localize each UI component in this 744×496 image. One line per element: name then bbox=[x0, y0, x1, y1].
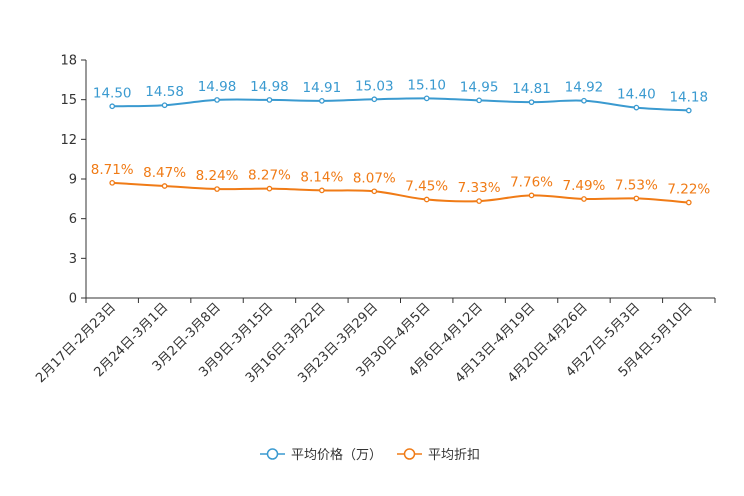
data-point-price bbox=[214, 97, 220, 103]
series-discount: 8.71% 8.47% 8.24% 8.27% 8.14% 8.07% 7.45% 7.33%… bbox=[91, 162, 710, 206]
data-point-price bbox=[371, 96, 378, 103]
data-point-price bbox=[581, 97, 587, 104]
legend-label: 平均价格（万） bbox=[291, 447, 382, 463]
data-point-price bbox=[633, 104, 640, 111]
data-point-discount bbox=[214, 186, 220, 192]
data-label-price: 14.58 bbox=[145, 84, 184, 100]
data-point-discount bbox=[633, 195, 640, 202]
data-label-price: 14.95 bbox=[460, 79, 499, 95]
legend-marker-icon bbox=[403, 448, 416, 460]
data-point-discount bbox=[528, 192, 535, 199]
data-label-discount: 8.24% bbox=[196, 168, 239, 184]
data-label-price: 14.81 bbox=[512, 81, 551, 97]
data-point-discount bbox=[319, 187, 325, 194]
data-point-discount bbox=[423, 196, 430, 203]
data-point-price bbox=[161, 102, 168, 109]
data-label-price: 14.91 bbox=[303, 80, 342, 96]
legend: 平均价格（万） 平均折扣 bbox=[260, 447, 480, 463]
data-label-price: 14.50 bbox=[93, 85, 132, 101]
data-label-discount: 7.22% bbox=[667, 182, 710, 198]
series-line-price bbox=[112, 97, 689, 112]
data-point-discount bbox=[371, 188, 378, 195]
legend-item-discount: 平均折扣 bbox=[397, 448, 480, 463]
series-price: 14.50 14.58 14.98 14.98 14.91 15.03 15.10 14.95… bbox=[93, 77, 708, 114]
data-label-discount: 8.27% bbox=[248, 168, 291, 184]
data-point-discount bbox=[581, 196, 587, 202]
data-label-price: 14.98 bbox=[198, 79, 237, 95]
data-point-price bbox=[476, 97, 482, 104]
data-label-discount: 7.49% bbox=[563, 178, 606, 194]
data-point-discount bbox=[109, 179, 116, 186]
data-point-discount bbox=[266, 185, 273, 192]
data-label-price: 14.18 bbox=[669, 90, 708, 106]
data-label-discount: 8.71% bbox=[91, 162, 134, 178]
series-layer: 14.50 14.58 14.98 14.98 14.91 15.03 15.10 14.95… bbox=[91, 77, 710, 206]
data-point-price bbox=[423, 95, 430, 102]
data-point-price bbox=[266, 97, 273, 103]
data-label-discount: 8.47% bbox=[143, 165, 186, 181]
data-label-discount: 8.07% bbox=[353, 170, 396, 186]
data-point-discount bbox=[476, 198, 482, 204]
data-label-price: 14.92 bbox=[565, 80, 604, 96]
legend-label: 平均折扣 bbox=[428, 448, 480, 463]
legend-marker-icon bbox=[266, 448, 279, 460]
y-tick-label: 18 bbox=[60, 54, 77, 69]
data-point-discount bbox=[161, 183, 168, 189]
y-tick-label: 0 bbox=[69, 292, 77, 307]
data-label-discount: 7.45% bbox=[405, 178, 448, 194]
data-label-discount: 7.33% bbox=[458, 180, 501, 196]
y-tick-label: 6 bbox=[69, 212, 77, 227]
data-point-discount bbox=[685, 199, 692, 206]
y-tick-label: 3 bbox=[69, 252, 77, 267]
data-label-discount: 7.76% bbox=[510, 174, 553, 190]
data-label-price: 14.98 bbox=[250, 79, 289, 95]
data-point-price bbox=[528, 99, 535, 106]
data-label-price: 14.40 bbox=[617, 87, 656, 103]
data-point-price bbox=[109, 103, 116, 110]
data-point-price bbox=[319, 98, 325, 104]
y-tick-label: 15 bbox=[60, 93, 77, 108]
series-line-discount bbox=[112, 181, 689, 204]
data-label-discount: 8.14% bbox=[300, 169, 343, 185]
y-tick-label: 9 bbox=[69, 173, 77, 188]
y-tick-label: 12 bbox=[60, 133, 77, 148]
data-label-price: 15.03 bbox=[355, 78, 394, 94]
data-label-discount: 7.53% bbox=[615, 177, 658, 193]
data-point-price bbox=[685, 107, 692, 114]
data-label-price: 15.10 bbox=[407, 77, 446, 93]
legend-item-price: 平均价格（万） bbox=[260, 447, 382, 463]
